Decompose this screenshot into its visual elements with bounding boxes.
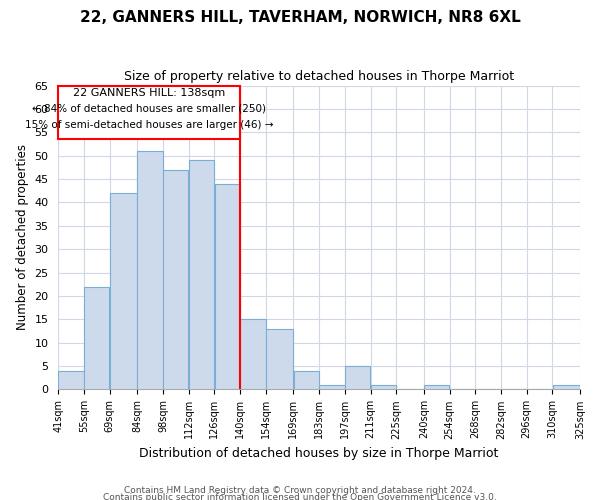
Bar [110,193,137,390]
Bar [319,385,344,390]
Text: Contains public sector information licensed under the Open Government Licence v3: Contains public sector information licen… [103,494,497,500]
Bar [215,184,240,390]
Bar [189,160,214,390]
Text: ← 84% of detached houses are smaller (250): ← 84% of detached houses are smaller (25… [32,104,266,114]
Bar [241,320,266,390]
X-axis label: Distribution of detached houses by size in Thorpe Marriot: Distribution of detached houses by size … [139,447,499,460]
Title: Size of property relative to detached houses in Thorpe Marriot: Size of property relative to detached ho… [124,70,514,83]
Text: 15% of semi-detached houses are larger (46) →: 15% of semi-detached houses are larger (… [25,120,274,130]
Text: 22, GANNERS HILL, TAVERHAM, NORWICH, NR8 6XL: 22, GANNERS HILL, TAVERHAM, NORWICH, NR8… [80,10,520,25]
Bar [371,385,396,390]
Bar [553,385,580,390]
Bar [84,286,109,390]
Bar [58,86,240,140]
Bar [58,370,83,390]
Bar [293,370,319,390]
Bar [345,366,370,390]
Y-axis label: Number of detached properties: Number of detached properties [16,144,29,330]
Text: 22 GANNERS HILL: 138sqm: 22 GANNERS HILL: 138sqm [73,88,225,98]
Bar [137,151,163,390]
Bar [266,328,293,390]
Bar [424,385,449,390]
Text: Contains HM Land Registry data © Crown copyright and database right 2024.: Contains HM Land Registry data © Crown c… [124,486,476,495]
Bar [163,170,188,390]
